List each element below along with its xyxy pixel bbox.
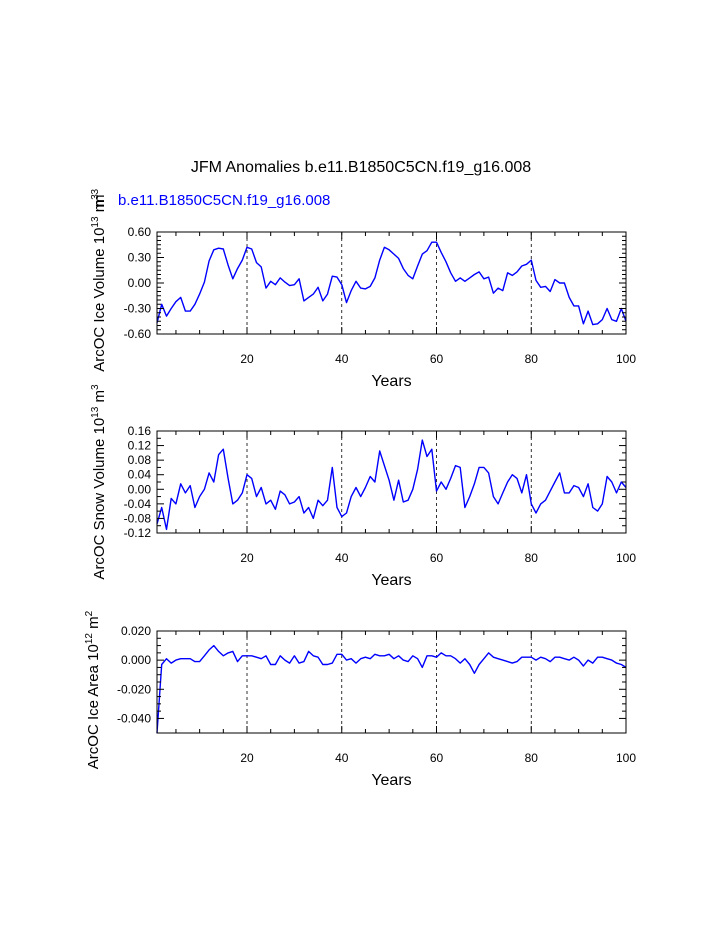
panel2-y-tick-label: 0.00 [128, 482, 152, 496]
panel1-x-tick-label: 60 [430, 352, 444, 366]
panel2-y-tick-label: -0.04 [124, 497, 152, 511]
panel1-y-tick-label: 0.00 [128, 276, 152, 290]
panel1-y-tick-label: 0.60 [128, 225, 152, 239]
panel2-x-axis-title: Years [371, 572, 411, 589]
panel3-x-tick-label: 80 [525, 751, 539, 765]
panel1-series-line [156, 241, 627, 326]
panel-ice-area: 20 40 60 80 100 -0.040 -0.020 0.000 0.020 Years Ar… [84, 610, 636, 789]
panel-ice-volume: 20 40 60 80 100 -0.60 -0.30 0.00 0.30 0.60 Years Ar… [90, 189, 636, 390]
panel2-x-tick-label: 40 [335, 551, 349, 565]
panel3-y-tick-label: 0.020 [121, 624, 151, 638]
panel1-x-axis-title: Years [371, 373, 411, 390]
panel3-plot-frame [156, 630, 627, 734]
panel2-series-line [156, 439, 627, 531]
panel2-y-tick-label: 0.08 [128, 453, 152, 467]
panel1-y-axis-title: ArcOC Ice Volume 1013 m3 [90, 194, 108, 372]
panel3-y-tick-label: -0.020 [117, 682, 151, 696]
panel3-y-axis-title: ArcOC Ice Area 1012 m2 [84, 610, 102, 769]
panel3-x-tick-label: 100 [616, 751, 636, 765]
panel3-series-line [156, 644, 627, 734]
panel1-plot-frame [156, 231, 627, 335]
case-label: b.e11.B1850C5CN.f19_g16.008 [118, 192, 330, 209]
panel3-y-tick-label: -0.040 [117, 711, 151, 725]
panel1-y-tick-label: 0.30 [128, 251, 152, 265]
panel1-y-tick-label: -0.30 [124, 302, 152, 316]
panel2-y-tick-label: 0.16 [128, 424, 152, 438]
panel2-y-tick-label: 0.12 [128, 439, 152, 453]
panel3-x-axis-title: Years [371, 772, 411, 789]
panel2-x-tick-label: 80 [525, 551, 539, 565]
figure-title: JFM Anomalies b.e11.B1850C5CN.f19_g16.00… [191, 159, 531, 176]
panel1-x-tick-label: 40 [335, 352, 349, 366]
panel3-x-tick-label: 60 [430, 751, 444, 765]
panel1-x-tick-label: 100 [616, 352, 636, 366]
panel1-y-axis-unit-overlap: m3 [90, 189, 108, 208]
panel1-y-tick-label: -0.60 [124, 327, 152, 341]
panel2-y-axis-title: ArcOC Snow Volume 1013 m3 [90, 384, 108, 580]
panel1-x-tick-label: 80 [525, 352, 539, 366]
panel2-y-tick-label: -0.12 [124, 526, 152, 540]
panel-snow-volume: 20 40 60 80 100-0.12-0.08-0.040.000.040.080.… [90, 384, 636, 589]
panel3-y-tick-label: 0.000 [121, 653, 151, 667]
panel2-y-tick-label: -0.08 [124, 511, 152, 525]
panel1-x-tick-label: 20 [240, 352, 254, 366]
panel2-x-tick-label: 60 [430, 551, 444, 565]
panel2-y-tick-label: 0.04 [128, 468, 152, 482]
panel2-x-tick-label: 100 [616, 551, 636, 565]
panel2-x-tick-label: 20 [240, 551, 254, 565]
panel3-x-tick-label: 20 [240, 751, 254, 765]
panel3-x-tick-label: 40 [335, 751, 349, 765]
